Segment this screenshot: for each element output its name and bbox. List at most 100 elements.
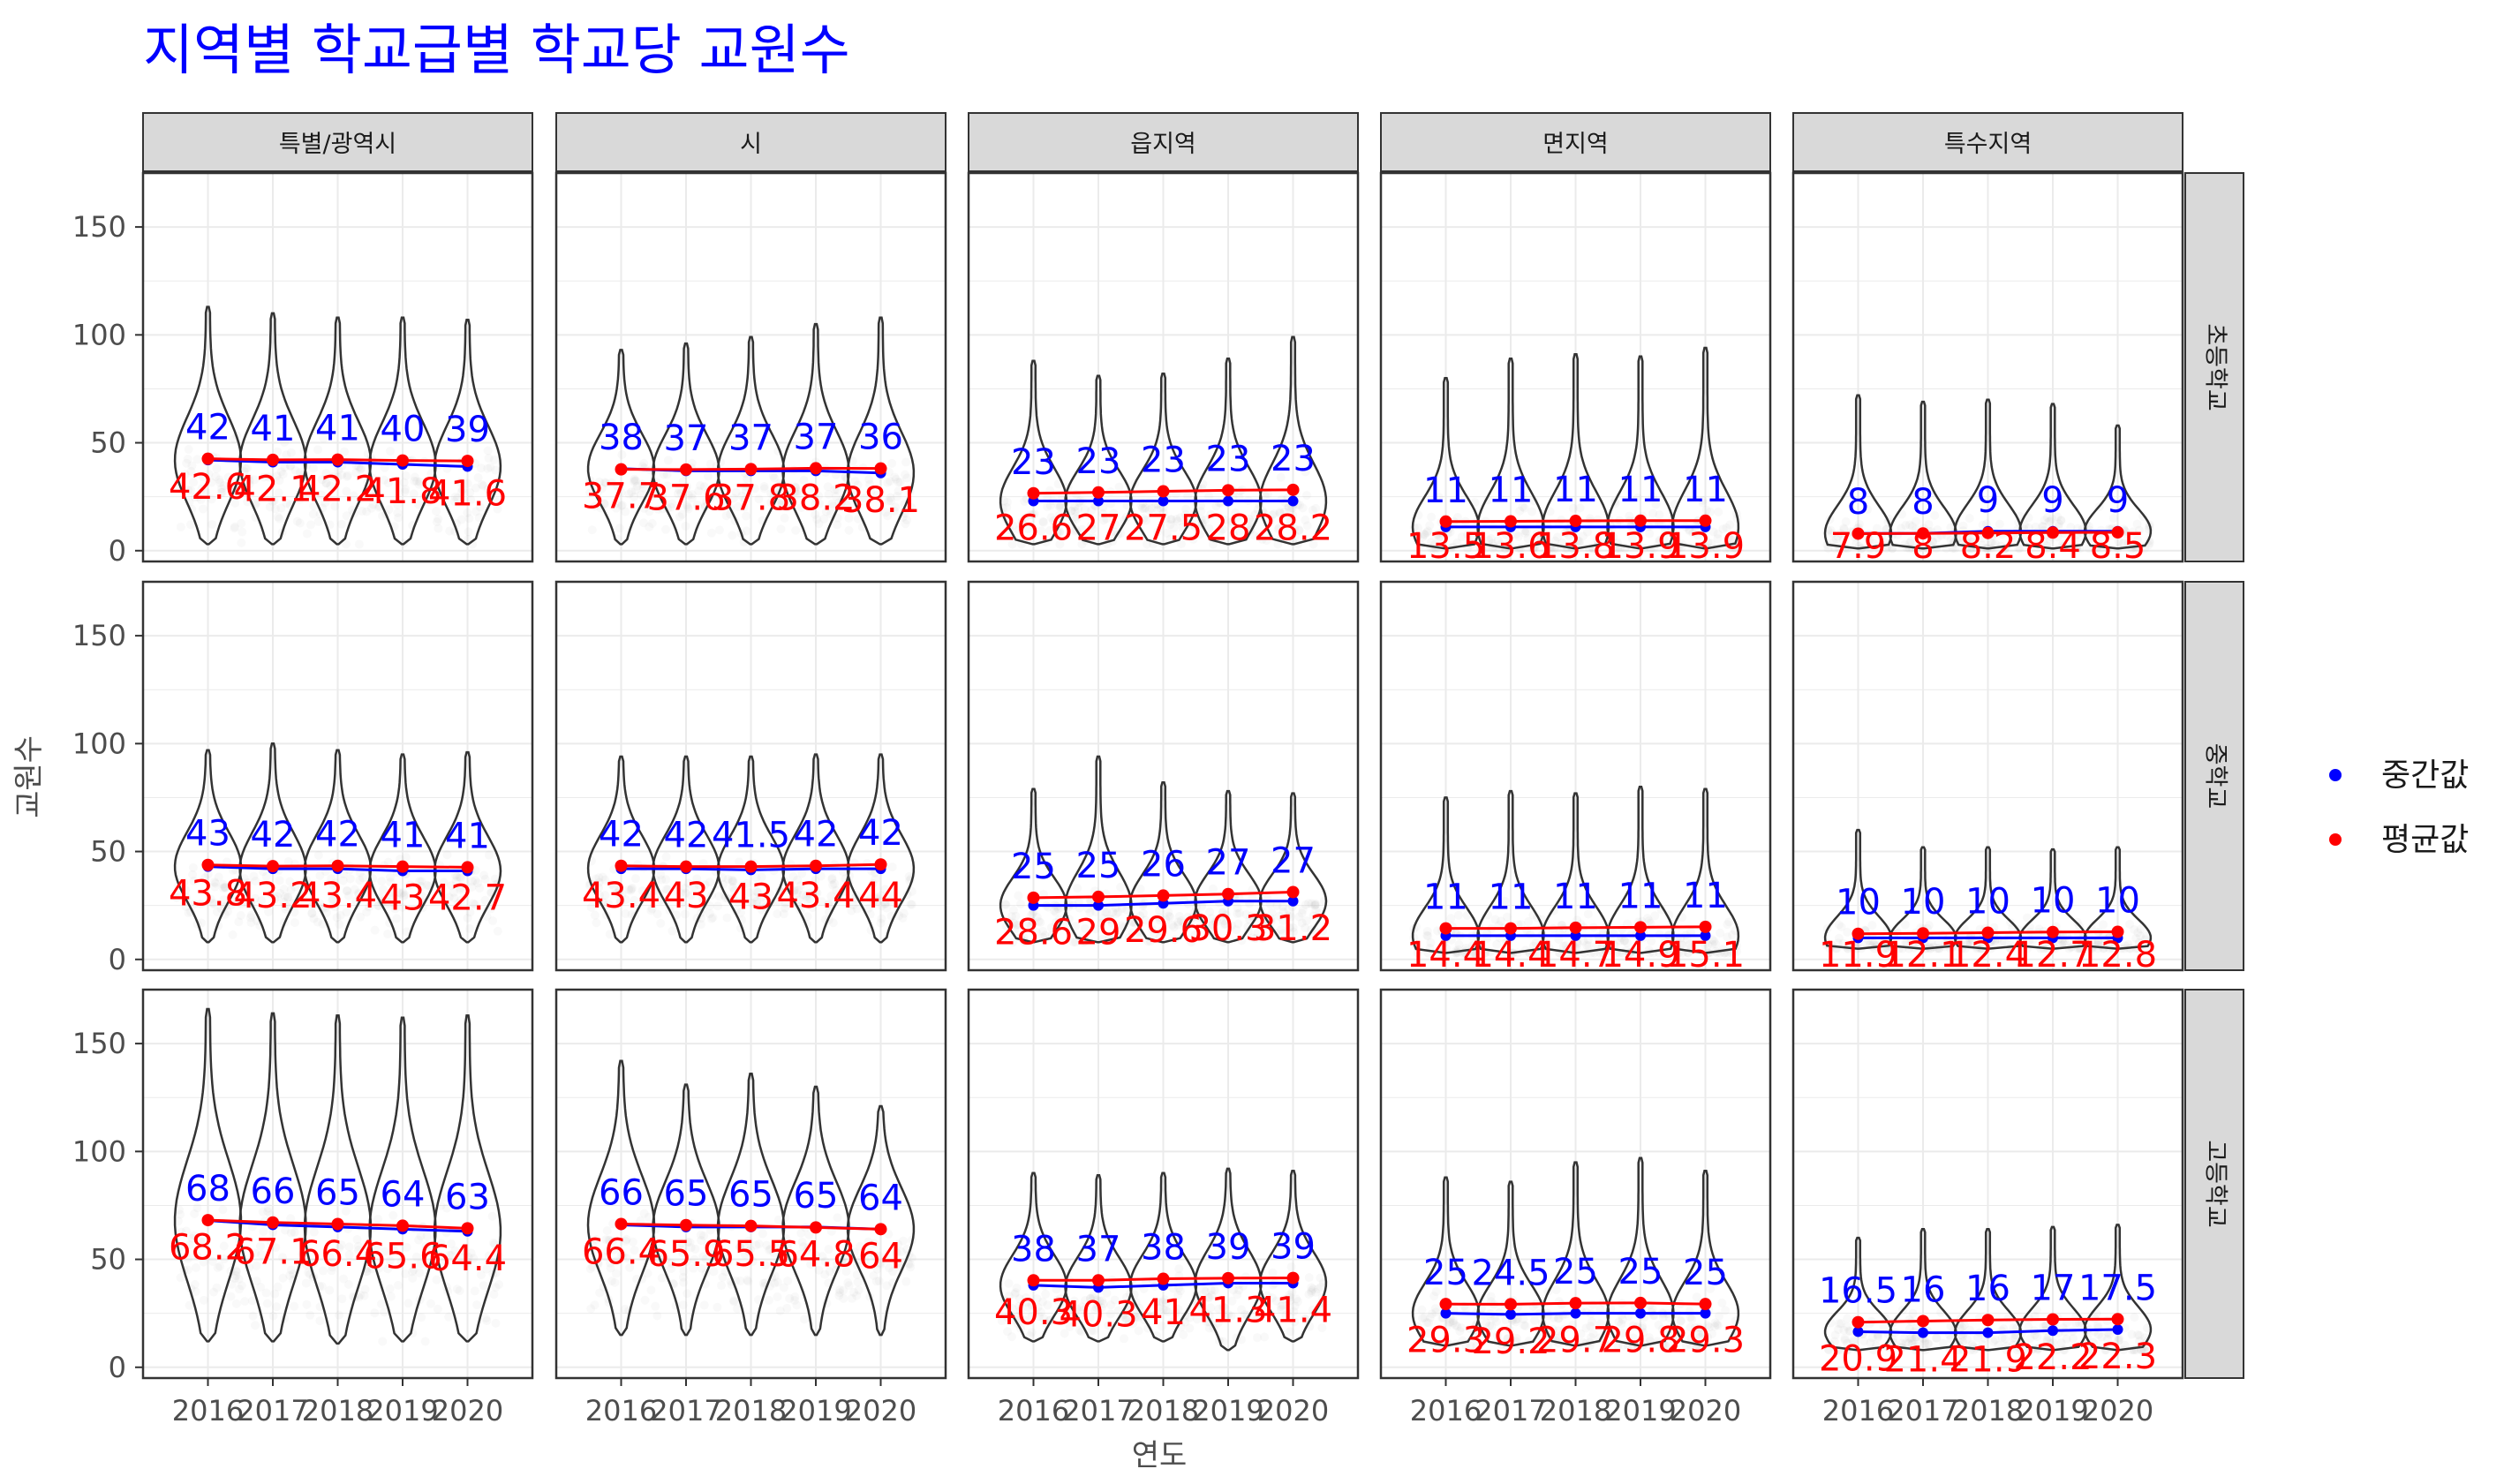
jitter-point: [399, 478, 409, 487]
jitter-point: [218, 883, 228, 893]
jitter-point: [637, 479, 647, 489]
jitter-point: [339, 1274, 349, 1284]
x-tick-label: 2019: [366, 1394, 438, 1428]
x-tick-label: 2020: [432, 1394, 503, 1428]
jitter-point: [1181, 504, 1191, 514]
jitter-point: [328, 471, 338, 481]
jitter-point: [627, 883, 637, 893]
median-label: 41: [381, 816, 426, 856]
jitter-point: [876, 891, 886, 900]
x-tick-label: 2017: [1062, 1394, 1134, 1428]
jitter-point: [713, 1302, 722, 1312]
jitter-point: [885, 896, 894, 906]
mean-label: 8.5: [2090, 526, 2146, 567]
jitter-point: [220, 882, 230, 892]
jitter-point: [1204, 524, 1214, 533]
violin-2020: [846, 753, 916, 944]
jitter-point: [777, 500, 787, 509]
violin-2016: [999, 359, 1068, 546]
jitter-point: [290, 466, 300, 476]
facet-strip-col-label: 특수지역: [1944, 131, 2032, 158]
jitter-point: [415, 877, 425, 886]
jitter-point: [759, 482, 769, 492]
jitter-point: [207, 494, 216, 504]
jitter-point: [874, 1277, 884, 1286]
jitter-point: [477, 480, 486, 490]
jitter-point: [196, 494, 206, 504]
jitter-point: [617, 889, 627, 899]
jitter-point: [418, 892, 427, 901]
jitter-point: [792, 888, 802, 898]
jitter-point: [817, 897, 826, 907]
jitter-point: [235, 485, 245, 494]
jitter-point: [445, 526, 455, 536]
jitter-point: [826, 891, 836, 900]
mean-point: [1439, 515, 1452, 528]
jitter-point: [717, 1281, 727, 1291]
jitter-point: [342, 486, 351, 496]
jitter-point: [295, 518, 305, 528]
jitter-point: [2039, 537, 2048, 546]
x-tick-label: 2017: [650, 1394, 721, 1428]
jitter-point: [1216, 526, 1226, 536]
jitter-point: [332, 913, 342, 923]
jitter-point: [2070, 535, 2080, 545]
jitter-point: [1627, 534, 1637, 544]
y-tick-label: 100: [72, 1134, 126, 1168]
jitter-point: [1029, 509, 1039, 519]
jitter-point: [1195, 530, 1205, 539]
jitter-point: [236, 910, 245, 920]
jitter-point: [456, 487, 466, 497]
y-tick-label: 100: [72, 727, 126, 760]
jitter-point: [1457, 532, 1467, 542]
median-label: 11: [1618, 470, 1663, 510]
jitter-point: [468, 877, 478, 886]
jitter-point: [1098, 508, 1108, 518]
jitter-point: [1497, 916, 1506, 926]
jitter-point: [1269, 509, 1278, 519]
jitter-point: [190, 900, 200, 909]
jitter-point: [489, 455, 499, 464]
mean-label: 31.2: [1254, 908, 1332, 949]
jitter-point: [797, 869, 807, 878]
jitter-point: [694, 880, 704, 890]
jitter-point: [2134, 525, 2144, 535]
jitter-point: [758, 905, 767, 915]
jitter-point: [847, 1293, 856, 1303]
jitter-point: [473, 878, 483, 888]
jitter-point: [273, 512, 283, 522]
jitter-point: [370, 1308, 380, 1318]
jitter-point: [1288, 510, 1298, 520]
jitter-point: [1477, 544, 1487, 554]
jitter-point: [333, 472, 343, 482]
jitter-point: [268, 496, 277, 506]
jitter-point: [1286, 516, 1295, 526]
jitter-point: [1502, 531, 1512, 540]
jitter-point: [393, 500, 403, 509]
jitter-point: [866, 487, 876, 497]
jitter-point: [1713, 534, 1723, 544]
jitter-point: [1958, 521, 1968, 531]
jitter-point: [207, 478, 216, 487]
jitter-point: [2056, 516, 2066, 525]
jitter-point: [1008, 521, 1018, 531]
median-label: 42: [794, 815, 839, 855]
jitter-point: [1111, 520, 1120, 530]
jitter-point: [1137, 503, 1147, 513]
jitter-point: [759, 899, 769, 908]
jitter-point: [786, 860, 796, 870]
jitter-point: [1986, 538, 1995, 547]
jitter-point: [741, 481, 750, 491]
jitter-point: [203, 870, 213, 879]
jitter-point: [193, 492, 203, 501]
jitter-point: [637, 886, 647, 896]
jitter-point: [401, 852, 411, 862]
median-label: 23: [1141, 441, 1186, 481]
jitter-point: [1836, 529, 1845, 539]
jitter-point: [728, 893, 738, 903]
jitter-point: [707, 914, 717, 923]
jitter-point: [256, 896, 266, 906]
jitter-point: [307, 908, 317, 918]
mean-point: [1852, 527, 1865, 540]
jitter-point: [780, 513, 789, 523]
